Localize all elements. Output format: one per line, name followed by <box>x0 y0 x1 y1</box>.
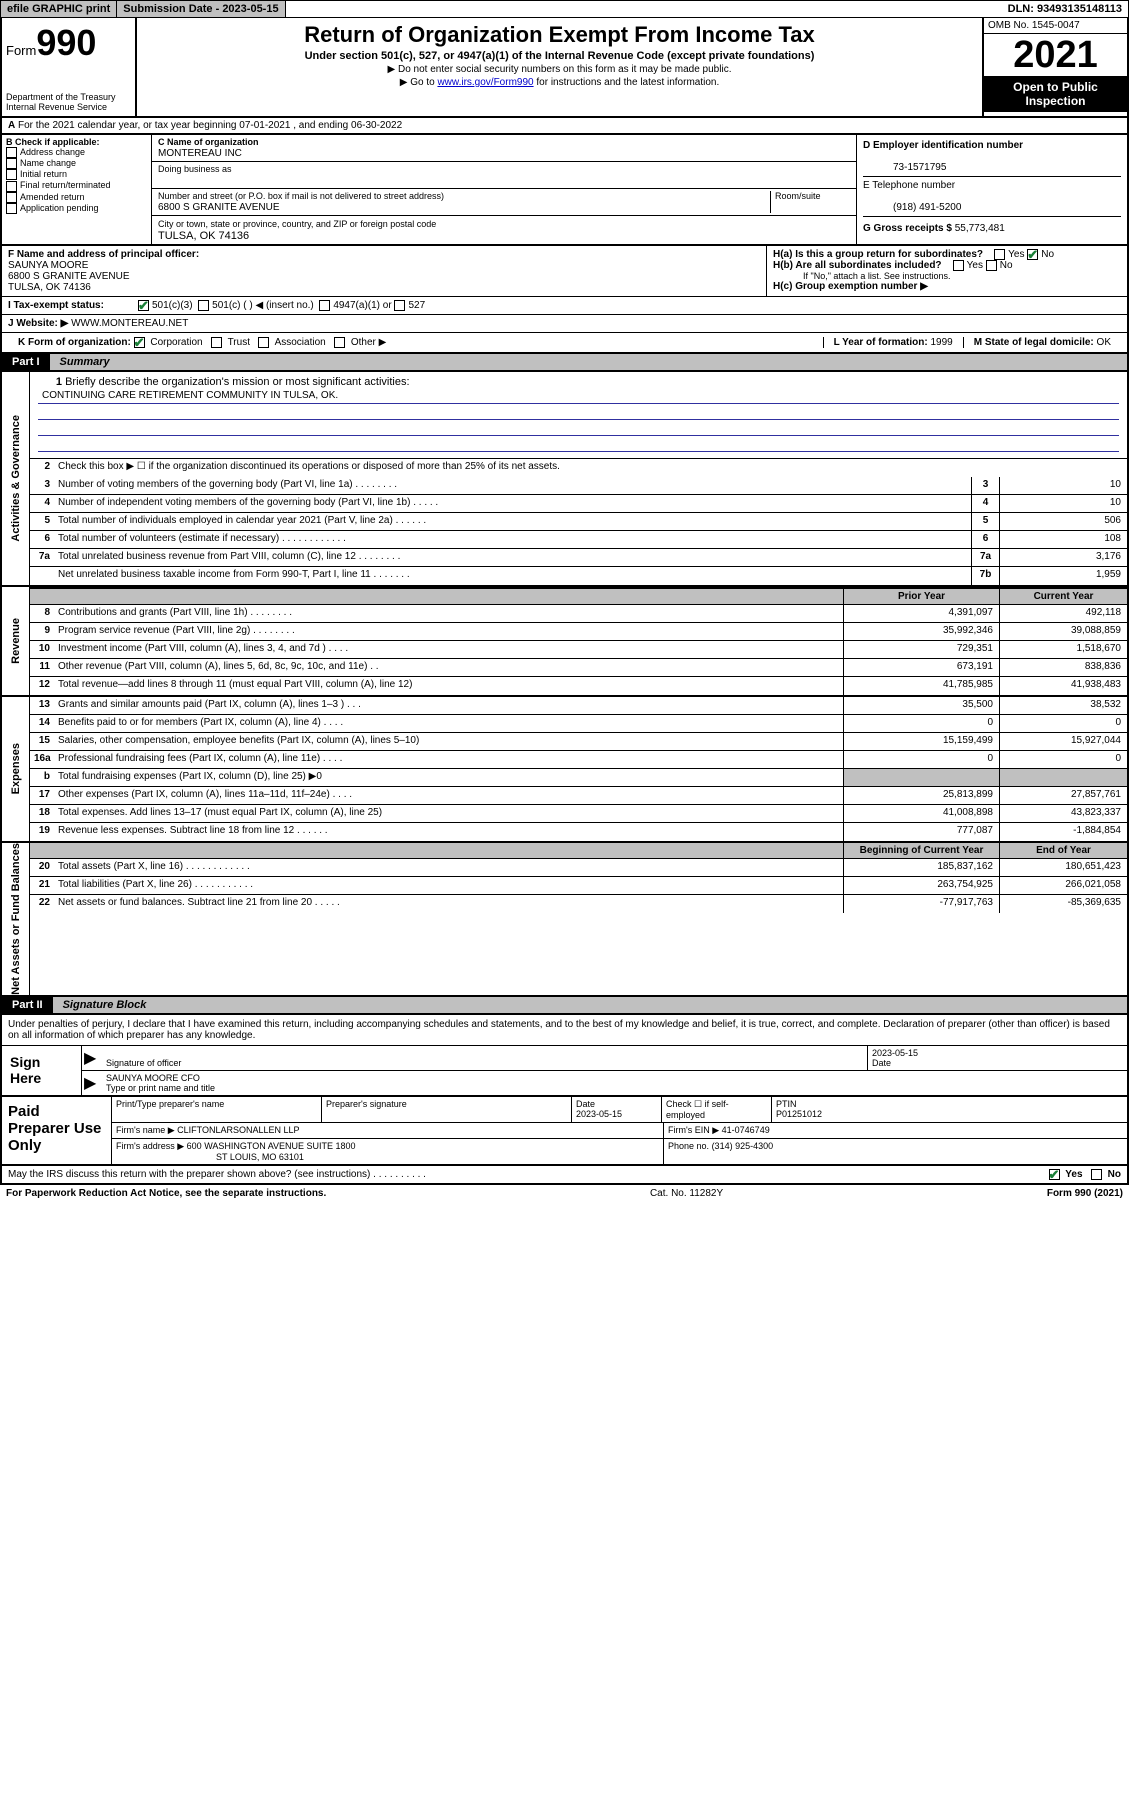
summary-line: 16aProfessional fundraising fees (Part I… <box>30 751 1127 769</box>
firm-ein: 41-0746749 <box>722 1125 770 1135</box>
summary-line: 18Total expenses. Add lines 13–17 (must … <box>30 805 1127 823</box>
net-assets-section: Net Assets or Fund Balances Beginning of… <box>0 843 1129 997</box>
irs-link[interactable]: www.irs.gov/Form990 <box>437 77 533 88</box>
note-ssn: ▶ Do not enter social security numbers o… <box>145 64 974 75</box>
summary-line: 3Number of voting members of the governi… <box>30 477 1127 495</box>
mission-text: CONTINUING CARE RETIREMENT COMMUNITY IN … <box>38 390 1119 404</box>
dept-treasury: Department of the Treasury Internal Reve… <box>6 92 131 112</box>
officer-name: SAUNYA MOORE <box>8 260 88 271</box>
summary-line: 4Number of independent voting members of… <box>30 495 1127 513</box>
domicile-state: OK <box>1097 337 1111 348</box>
summary-line: 5Total number of individuals employed in… <box>30 513 1127 531</box>
firm-phone: (314) 925-4300 <box>712 1141 774 1151</box>
summary-line: 13Grants and similar amounts paid (Part … <box>30 697 1127 715</box>
identification-block: B Check if applicable: Address change Na… <box>0 134 1129 246</box>
summary-line: 10Investment income (Part VIII, column (… <box>30 641 1127 659</box>
irs-discuss-line: May the IRS discuss this return with the… <box>0 1166 1129 1185</box>
summary-line: 15Salaries, other compensation, employee… <box>30 733 1127 751</box>
firm-name: CLIFTONLARSONALLEN LLP <box>177 1125 299 1135</box>
gross-receipts: 55,773,481 <box>955 223 1005 234</box>
website-line: J Website: ▶ WWW.MONTEREAU.NET <box>0 315 1129 333</box>
prep-date: 2023-05-15 <box>576 1109 622 1119</box>
summary-line: 17Other expenses (Part IX, column (A), l… <box>30 787 1127 805</box>
revenue-section: Revenue Prior Year Current Year 8Contrib… <box>0 587 1129 697</box>
firm-address: 600 WASHINGTON AVENUE SUITE 1800 <box>187 1141 356 1151</box>
dln: DLN: 93493135148113 <box>1002 1 1128 17</box>
summary-line: 22Net assets or fund balances. Subtract … <box>30 895 1127 913</box>
summary-line: Net unrelated business taxable income fr… <box>30 567 1127 585</box>
f-h-block: F Name and address of principal officer:… <box>0 246 1129 297</box>
website: WWW.MONTEREAU.NET <box>71 318 188 329</box>
tax-year: 2021 <box>984 34 1127 76</box>
expenses-section: Expenses 13Grants and similar amounts pa… <box>0 697 1129 843</box>
form-title: Return of Organization Exempt From Incom… <box>145 22 974 48</box>
sign-date: 2023-05-15 <box>872 1048 918 1058</box>
org-name: MONTEREAU INC <box>158 148 242 159</box>
form-number: Form990 <box>6 22 131 64</box>
tax-exempt-status: I Tax-exempt status: 501(c)(3) 501(c) ( … <box>0 297 1129 315</box>
form-header: Form990 Department of the Treasury Inter… <box>0 18 1129 118</box>
activities-governance: Activities & Governance 1 Briefly descri… <box>0 372 1129 587</box>
summary-line: 7aTotal unrelated business revenue from … <box>30 549 1127 567</box>
note-link: ▶ Go to www.irs.gov/Form990 for instruct… <box>145 77 974 88</box>
omb-number: OMB No. 1545-0047 <box>984 18 1127 34</box>
summary-line: 12Total revenue—add lines 8 through 11 (… <box>30 677 1127 695</box>
summary-line: 14Benefits paid to or for members (Part … <box>30 715 1127 733</box>
officer-signature-name: SAUNYA MOORE CFO <box>106 1073 200 1083</box>
sign-here-block: Sign Here ▶ Signature of officer 2023-05… <box>0 1045 1129 1097</box>
form-subtitle: Under section 501(c), 527, or 4947(a)(1)… <box>145 50 974 62</box>
submission-date: Submission Date - 2023-05-15 <box>117 1 285 17</box>
summary-line: 9Program service revenue (Part VIII, lin… <box>30 623 1127 641</box>
paid-preparer-block: Paid Preparer Use Only Print/Type prepar… <box>0 1097 1129 1166</box>
tax-year-period: A For the 2021 calendar year, or tax yea… <box>0 118 1129 134</box>
summary-line: 11Other revenue (Part VIII, column (A), … <box>30 659 1127 677</box>
part-ii-header: Part II Signature Block <box>0 997 1129 1015</box>
k-l-m-line: K Form of organization: Corporation Trus… <box>0 333 1129 354</box>
ein: 73-1571795 <box>863 162 946 173</box>
summary-line: 19Revenue less expenses. Subtract line 1… <box>30 823 1127 841</box>
declaration: Under penalties of perjury, I declare th… <box>0 1015 1129 1045</box>
summary-line: 20Total assets (Part X, line 16) . . . .… <box>30 859 1127 877</box>
summary-line: 21Total liabilities (Part X, line 26) . … <box>30 877 1127 895</box>
year-formation: 1999 <box>930 337 952 348</box>
summary-line: 6Total number of volunteers (estimate if… <box>30 531 1127 549</box>
org-city: TULSA, OK 74136 <box>158 230 249 242</box>
ptin: P01251012 <box>776 1109 822 1119</box>
telephone: (918) 491-5200 <box>863 202 961 213</box>
col-b-checkboxes: B Check if applicable: Address change Na… <box>2 135 152 244</box>
efile-print-button[interactable]: efile GRAPHIC print <box>1 1 117 17</box>
footer: For Paperwork Reduction Act Notice, see … <box>0 1185 1129 1202</box>
org-address: 6800 S GRANITE AVENUE <box>158 202 280 213</box>
top-bar: efile GRAPHIC print Submission Date - 20… <box>0 0 1129 18</box>
summary-line: bTotal fundraising expenses (Part IX, co… <box>30 769 1127 787</box>
open-to-public: Open to Public Inspection <box>984 76 1127 112</box>
part-i-header: Part I Summary <box>0 354 1129 372</box>
summary-line: 8Contributions and grants (Part VIII, li… <box>30 605 1127 623</box>
